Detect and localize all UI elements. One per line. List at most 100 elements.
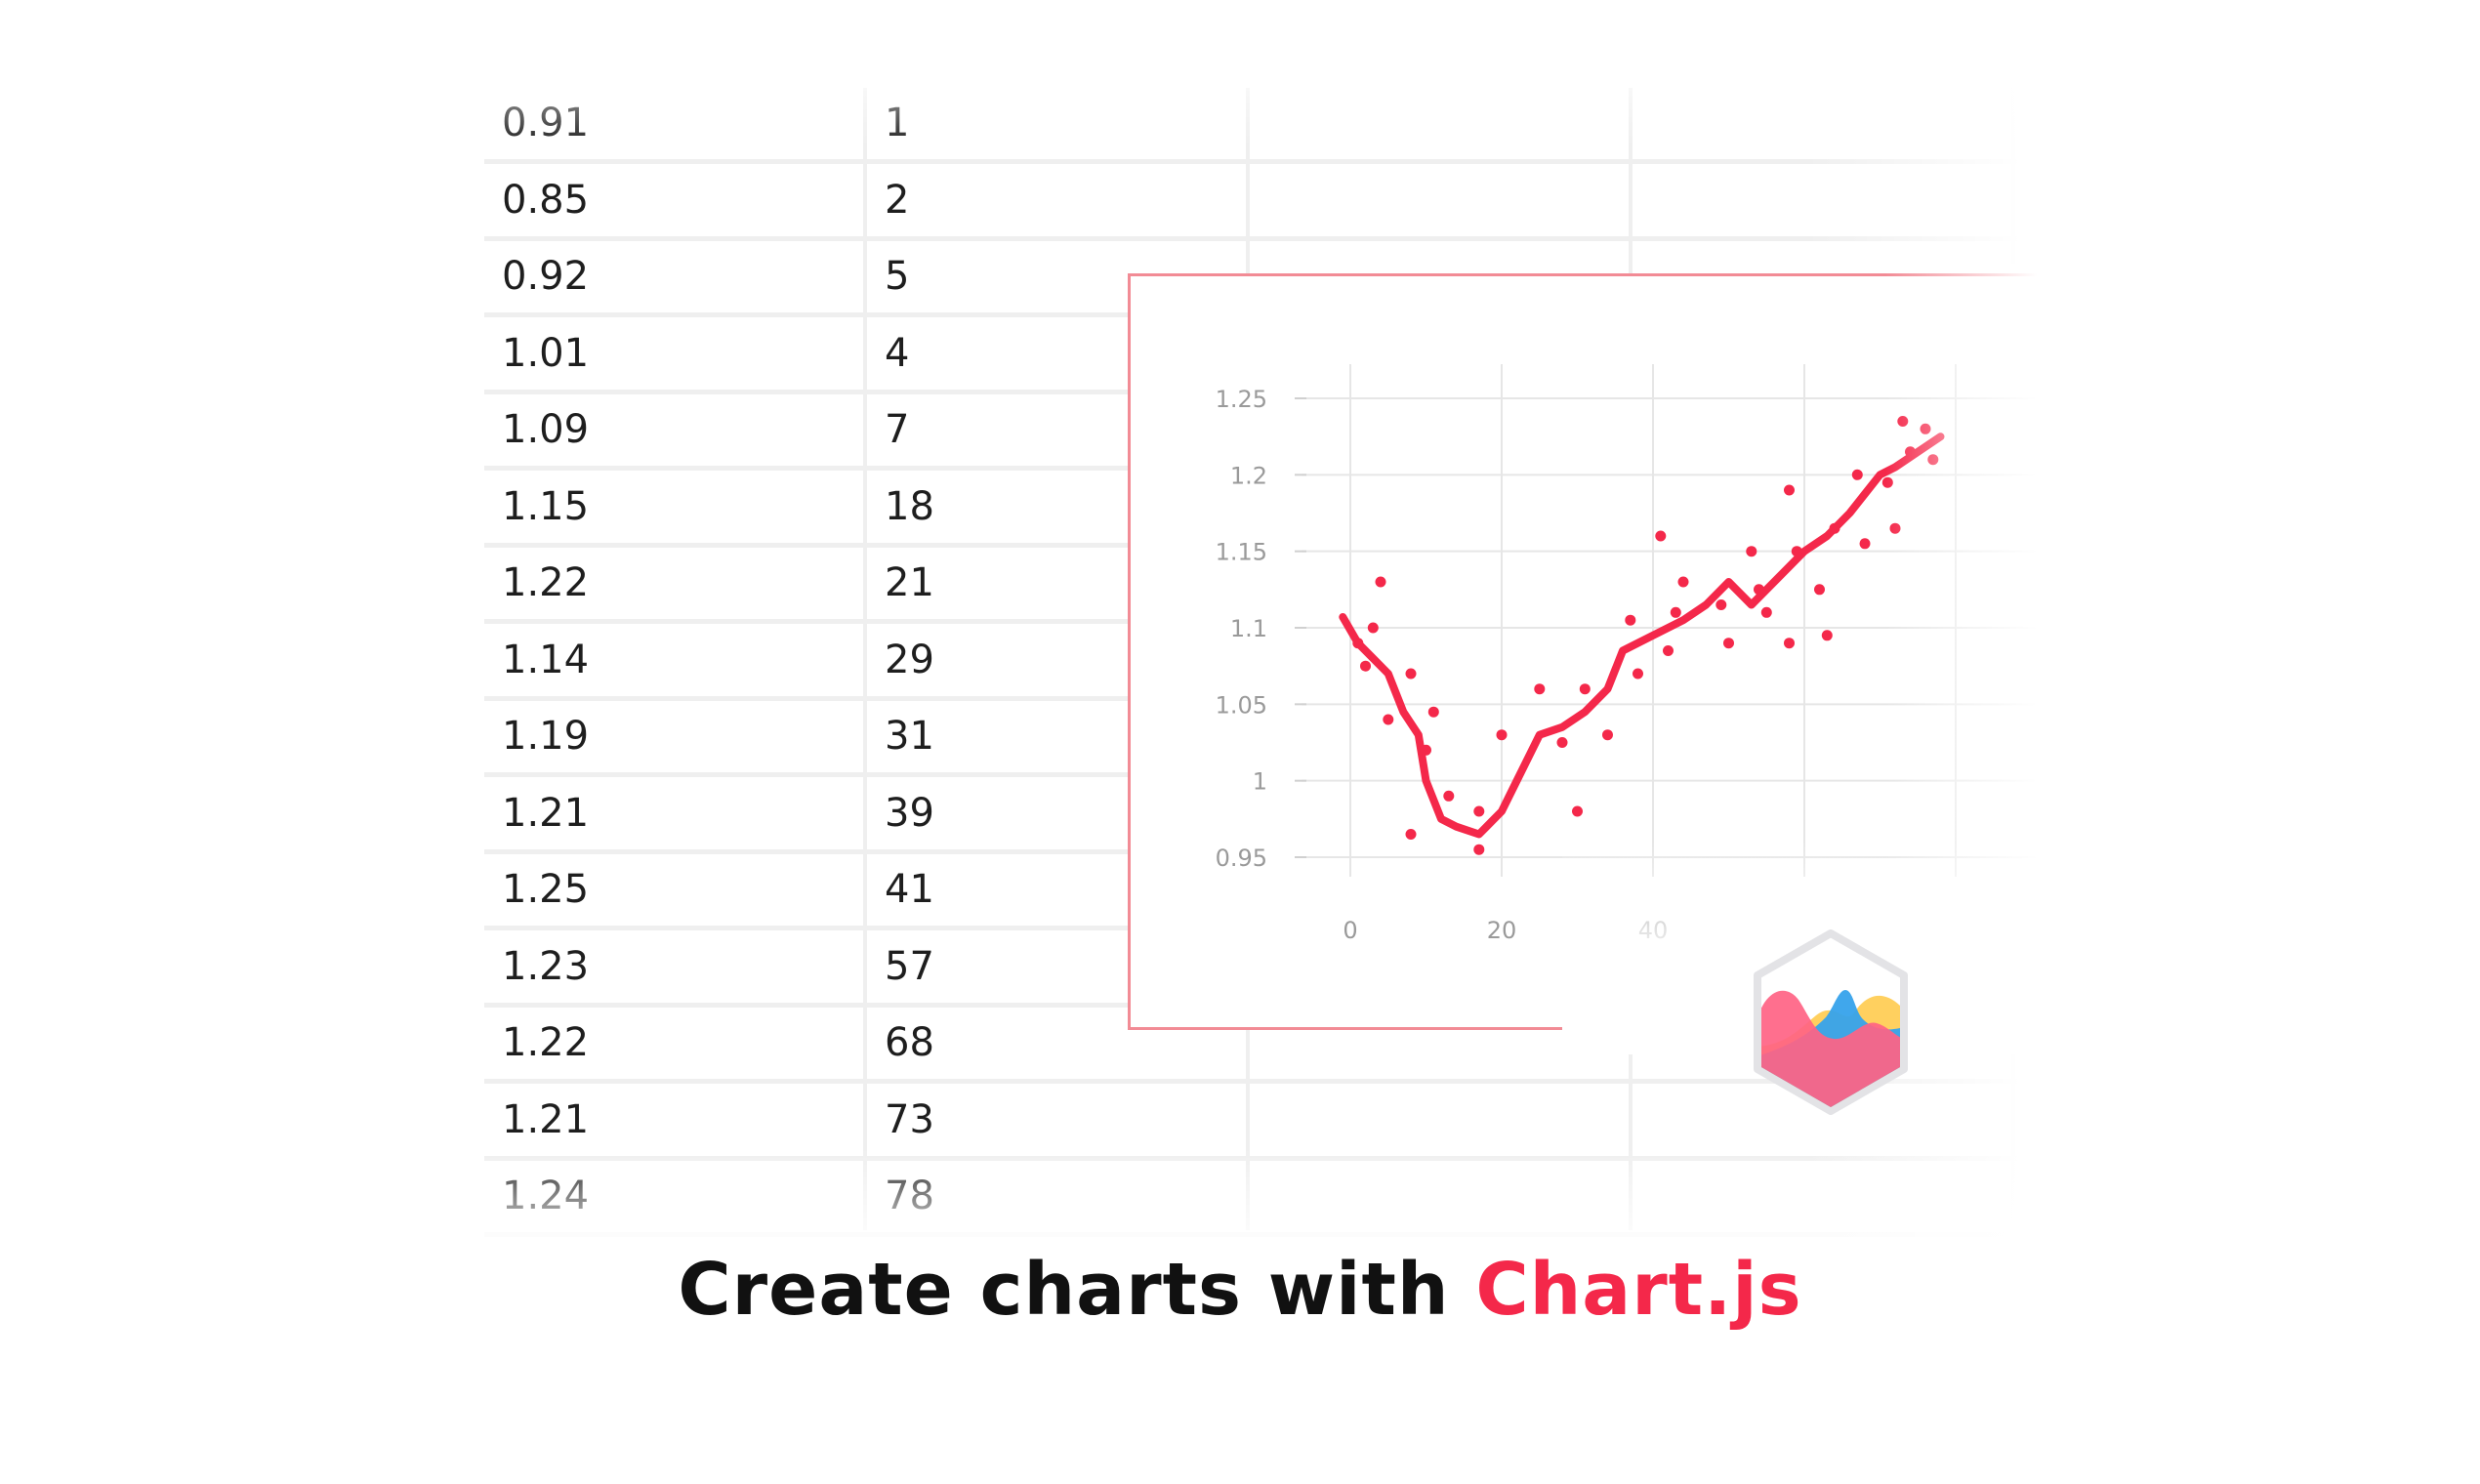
cell-value-a: 1.01	[502, 330, 590, 376]
scatter-point	[1625, 614, 1636, 626]
table-cell[interactable]: 1.19	[484, 701, 863, 772]
scatter-point	[1784, 638, 1795, 649]
table-cell[interactable]	[1250, 1161, 1629, 1232]
scatter-point	[1677, 576, 1689, 588]
cell-value-a: 1.19	[502, 714, 590, 759]
scatter-point	[1746, 546, 1757, 557]
scatter-point	[1496, 729, 1508, 741]
scatter-point	[1473, 805, 1485, 817]
table-cell[interactable]: 0.92	[484, 241, 863, 312]
cell-value-b: 7	[885, 407, 910, 452]
y-tick-label: 1.1	[1230, 615, 1267, 642]
table-cell[interactable]: 1.22	[484, 1008, 863, 1079]
cell-value-a: 0.92	[502, 254, 590, 299]
cell-value-b: 21	[885, 560, 934, 605]
scatter-point	[1473, 844, 1485, 855]
scatter-point	[1814, 584, 1825, 596]
y-tick-label: 1	[1253, 768, 1267, 796]
cell-value-a: 1.15	[502, 483, 590, 529]
scatter-point	[1889, 522, 1901, 534]
scatter-point	[1602, 729, 1613, 741]
scatter-point	[1715, 599, 1727, 610]
scatter-point	[1655, 530, 1667, 542]
table-cell[interactable]: 0.91	[484, 88, 863, 159]
scatter-point	[1754, 584, 1764, 596]
table-cell[interactable]: 1.24	[484, 1161, 863, 1232]
cell-value-b: 18	[885, 483, 934, 529]
scatter-point	[1579, 683, 1591, 695]
scatter-point	[1443, 790, 1455, 802]
y-tick-label: 1.05	[1216, 691, 1267, 719]
grid-row-line	[484, 1232, 2017, 1237]
scatter-point	[1405, 668, 1417, 680]
logo-wave-red	[1761, 990, 1900, 1107]
cell-value-b: 41	[885, 867, 934, 912]
scatter-point	[1897, 416, 1909, 427]
headline-brand: Chart.js	[1475, 1248, 1802, 1332]
grid-row-line	[484, 235, 2017, 241]
scatter-point	[1829, 522, 1840, 534]
table-cell[interactable]	[1633, 164, 2011, 236]
cell-value-b: 57	[885, 943, 934, 989]
scatter-point	[1367, 622, 1379, 634]
scatter-point	[1534, 683, 1546, 695]
table-cell[interactable]	[1250, 164, 1629, 236]
grid-column-line	[863, 88, 867, 1230]
scatter-point	[1927, 454, 1939, 466]
scatter-point	[1421, 744, 1431, 756]
scatter-point	[1760, 606, 1772, 618]
table-cell[interactable]: 1.21	[484, 777, 863, 849]
table-cell[interactable]: 1	[867, 88, 1246, 159]
x-tick-label: 40	[1638, 917, 1669, 944]
cell-value-a: 1.22	[502, 1020, 590, 1065]
cell-value-a: 1.24	[502, 1174, 590, 1218]
chartjs-logo-icon	[1754, 929, 1908, 1115]
table-cell[interactable]	[1633, 1161, 2011, 1232]
series-line	[1339, 433, 1945, 839]
grid-row-line	[484, 1155, 2017, 1161]
cell-value-a: 1.25	[502, 867, 590, 912]
scatter-point	[1920, 423, 1931, 434]
cell-value-b: 39	[885, 790, 934, 836]
table-cell[interactable]	[1633, 88, 2011, 159]
table-cell[interactable]: 1.22	[484, 548, 863, 619]
cell-value-a: 1.21	[502, 1096, 590, 1142]
table-cell[interactable]	[1250, 88, 1629, 159]
table-cell[interactable]: 1.09	[484, 394, 863, 466]
cell-value-b: 78	[885, 1174, 934, 1218]
scatter-point	[1784, 484, 1795, 496]
scatter-point	[1723, 638, 1734, 649]
cell-value-b: 1	[885, 101, 910, 145]
grid-row-line	[484, 159, 2017, 164]
scatter-point	[1383, 714, 1394, 725]
scatter-point	[1360, 660, 1371, 672]
cell-value-a: 1.23	[502, 943, 590, 989]
table-cell[interactable]: 1.23	[484, 930, 863, 1003]
table-cell[interactable]: 78	[867, 1161, 1246, 1232]
y-tick-label: 1.25	[1216, 386, 1267, 413]
cell-value-a: 1.09	[502, 407, 590, 452]
cell-value-b: 68	[885, 1020, 934, 1065]
table-cell[interactable]: 1.01	[484, 317, 863, 390]
table-cell[interactable]: 1.21	[484, 1084, 863, 1156]
scatter-point	[1405, 829, 1417, 840]
headline-text: Create charts with	[678, 1248, 1476, 1332]
table-cell[interactable]: 0.85	[484, 164, 863, 236]
table-cell[interactable]: 1.25	[484, 854, 863, 926]
table-cell[interactable]: 2	[867, 164, 1246, 236]
y-tick-label: 1.2	[1230, 462, 1267, 489]
cell-value-b: 29	[885, 637, 934, 682]
cell-value-b: 5	[885, 254, 910, 299]
x-tick-label: 0	[1343, 917, 1357, 944]
table-cell[interactable]	[1250, 1084, 1629, 1156]
cell-value-b: 73	[885, 1096, 934, 1142]
table-cell[interactable]: 1.14	[484, 624, 863, 696]
scatter-point	[1905, 446, 1916, 458]
table-row: 0.91 1	[484, 88, 2017, 159]
table-cell[interactable]: 1.15	[484, 471, 863, 543]
x-tick-label: 20	[1487, 917, 1517, 944]
scatter-point	[1427, 706, 1439, 718]
scatter-point	[1791, 546, 1802, 557]
table-cell[interactable]: 73	[867, 1084, 1246, 1156]
